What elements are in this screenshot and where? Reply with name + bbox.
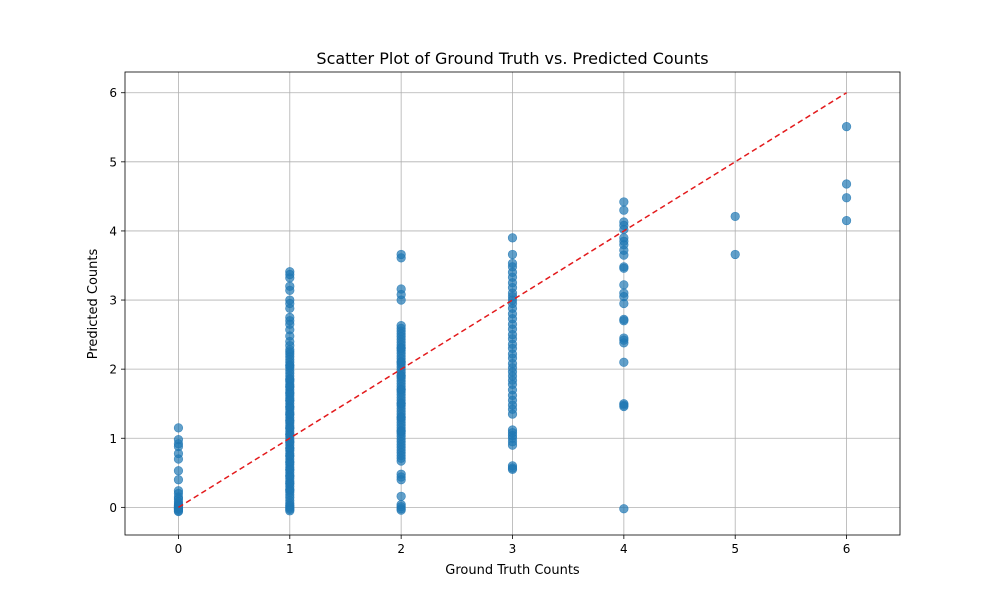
data-point [841,121,852,132]
y-axis-ticks: 0 1 2 3 4 5 6 [109,86,125,515]
data-point [396,357,406,367]
data-point [507,233,518,243]
data-point [619,250,629,260]
data-point [619,263,629,273]
x-tick-label: 3 [509,542,517,556]
chart-title: Scatter Plot of Ground Truth vs. Predict… [316,49,708,68]
y-tick-label: 4 [109,224,117,238]
y-axis-label: Predicted Counts [86,249,101,360]
data-point [285,395,295,405]
x-tick-label: 0 [175,542,183,556]
data-point [396,475,406,485]
data-point [396,412,406,423]
data-point [173,475,184,485]
data-point [396,426,406,436]
data-point [285,464,295,474]
reference-line [178,92,847,508]
data-point [619,357,629,367]
y-tick-label: 0 [109,501,117,515]
data-point [507,440,518,450]
data-point [507,464,518,474]
data-point [396,343,406,354]
x-tick-label: 2 [397,542,405,556]
data-point [396,371,406,381]
data-point [285,506,295,516]
data-point [619,197,629,207]
data-point [507,249,518,260]
data-point [285,285,295,295]
x-tick-label: 4 [620,542,628,556]
x-tick-label: 1 [286,542,294,556]
y-tick-label: 5 [109,155,117,169]
data-point [173,506,184,517]
data-point [619,280,629,290]
x-axis-ticks: 0 1 2 3 4 5 6 [175,535,851,556]
x-tick-label: 6 [843,542,851,556]
data-point [396,385,406,395]
data-point [396,253,406,263]
data-points [173,121,852,517]
data-point [619,338,629,348]
data-point [730,211,740,222]
x-tick-label: 5 [731,542,739,556]
x-axis-label: Ground Truth Counts [445,563,580,578]
data-point [285,303,295,313]
y-tick-label: 6 [109,86,117,100]
data-point [619,298,629,309]
data-point [396,456,406,466]
data-point [619,504,629,514]
data-point [285,361,295,371]
data-point [285,273,295,283]
data-point [285,409,295,419]
y-tick-label: 2 [109,363,117,377]
data-point [507,409,518,419]
data-point [173,454,184,464]
data-point [396,491,406,501]
data-point [396,399,406,409]
data-point [285,381,295,392]
data-point [730,249,740,260]
y-tick-label: 1 [109,432,117,446]
data-point [285,347,295,357]
data-point [396,295,406,305]
data-point [619,205,629,215]
data-point [619,316,629,326]
data-point [285,450,295,461]
data-point [619,401,629,412]
data-point [841,193,852,203]
data-point [285,423,295,433]
data-point [841,179,852,189]
data-point [396,505,406,515]
data-point [173,466,184,476]
data-point [285,478,295,488]
data-point [173,423,184,433]
data-point [841,215,852,226]
y-tick-label: 3 [109,294,117,308]
